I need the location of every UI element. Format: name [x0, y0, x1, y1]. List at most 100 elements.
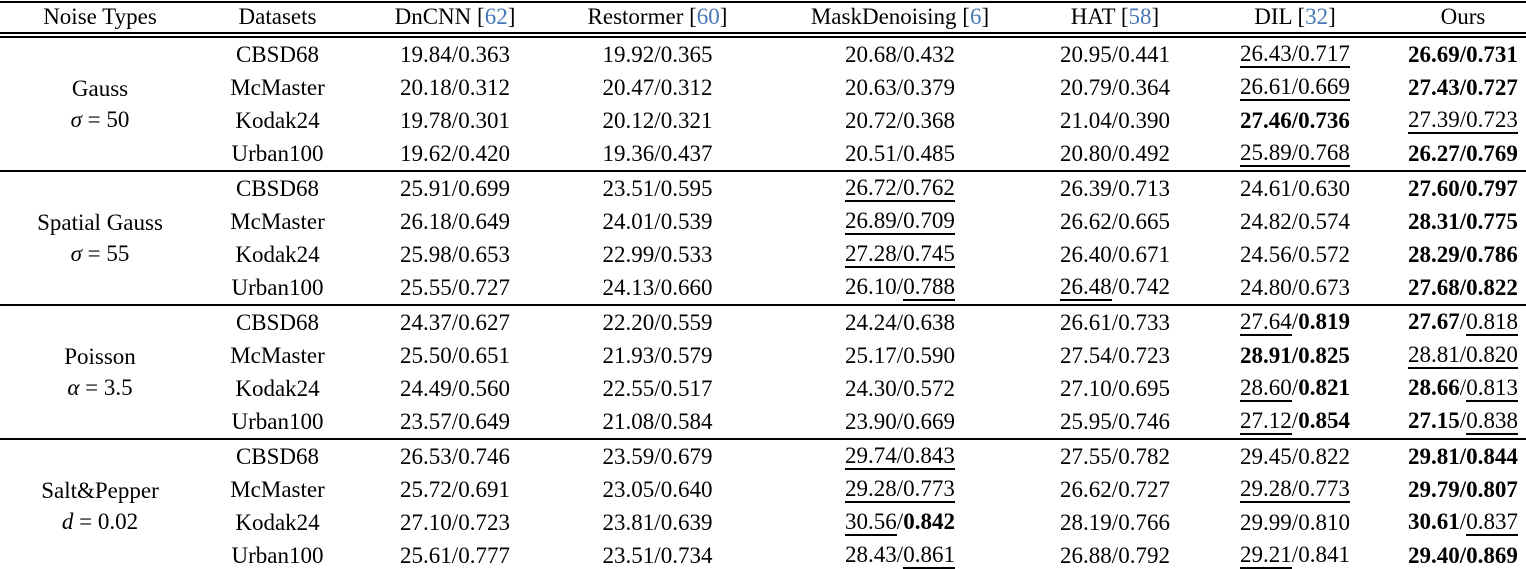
- metric-cell: 26.62/0.727: [1060, 476, 1170, 502]
- metric-cell: 27.10/0.695: [1060, 375, 1170, 401]
- metric-value-best: 28.91/0.825: [1240, 342, 1350, 368]
- dataset-cell: Kodak24: [235, 241, 320, 267]
- metric-value-best: 27.68/0.822: [1408, 274, 1518, 300]
- metric-cell: 27.55/0.782: [1060, 443, 1170, 469]
- metric-cell: 26.89/0.709: [760, 205, 1040, 238]
- metric-value-second-best: 27.64: [1240, 309, 1292, 337]
- table-header: Noise Types Datasets DnCNN [62] Restormer […: [0, 2, 1526, 38]
- citation-link[interactable]: 62: [484, 4, 508, 29]
- metric-value-second-best: 0.861: [903, 542, 955, 569]
- table-row: Salt&Pepper d = 0.02 CBSD68 26.53/0.746 23.5…: [0, 439, 1526, 534]
- metric-value-best: 26.69/0.731: [1408, 41, 1518, 67]
- citation-link[interactable]: 60: [696, 4, 720, 29]
- column-header-maskdenoising: MaskDenoising [6]: [760, 2, 1040, 38]
- citation-link[interactable]: 32: [1305, 4, 1329, 29]
- metric-cell: 28.43/0.861: [760, 539, 1040, 569]
- metric-value-second-best: 28.81/0.820: [1408, 342, 1518, 370]
- dataset-cell: Kodak24: [235, 107, 320, 133]
- dataset-cell: Urban100: [231, 408, 324, 434]
- metric-cell: 27.46/0.736: [1190, 104, 1400, 137]
- metric-cell: 27.43/0.727: [1400, 71, 1526, 104]
- column-header-datasets: Datasets: [200, 2, 355, 38]
- metric-cell: 25.95/0.746: [1060, 408, 1170, 434]
- metric-value-second-best: 26.89/0.709: [845, 208, 955, 236]
- metric-cell: 26.40/0.671: [1060, 241, 1170, 267]
- metric-cell: 23.05/0.640: [602, 476, 713, 502]
- noise-type-cell: Gauss σ = 50: [0, 35, 200, 171]
- math-variable: σ: [70, 107, 82, 132]
- table-row: Kodak24 25.98/0.653 22.99/0.533 27.28/0.745…: [0, 238, 1526, 271]
- metric-value-second-best: 27.28/0.745: [845, 241, 955, 269]
- metric-cell: 26.61/0.733: [1060, 309, 1170, 335]
- metric-cell: 20.95/0.441: [1060, 41, 1170, 67]
- metric-cell: 28.19/0.766: [1060, 509, 1170, 535]
- metric-cell: 22.99/0.533: [602, 241, 713, 267]
- table-row: McMaster 20.18/0.312 20.47/0.312 20.63/0.37…: [0, 71, 1526, 104]
- metric-value-best: 27.46/0.736: [1240, 107, 1350, 133]
- dataset-cell: McMaster: [230, 208, 325, 234]
- metric-value-second-best: 0.837: [1466, 509, 1518, 537]
- metric-cell: 19.36/0.437: [602, 140, 713, 166]
- metric-value-best: 0.819: [1298, 308, 1350, 334]
- noise-type-cell: Poisson α = 3.5: [0, 305, 200, 439]
- column-header-restormer: Restormer [60]: [555, 2, 760, 38]
- metric-cell: 25.61/0.777: [400, 542, 510, 568]
- dataset-cell: CBSD68: [235, 41, 320, 67]
- metric-cell: 25.55/0.727: [400, 274, 510, 300]
- metric-cell: 24.49/0.560: [400, 375, 510, 401]
- noise-type-name: Gauss: [71, 76, 129, 101]
- metric-cell: 29.28/0.773: [1190, 473, 1400, 506]
- metric-cell: 27.12/0.854: [1190, 405, 1400, 439]
- dataset-cell: CBSD68: [235, 175, 320, 201]
- metric-cell: 26.69/0.731: [1400, 35, 1526, 71]
- metric-cell: 26.43/0.717: [1190, 35, 1400, 71]
- metric-cell: 27.60/0.797: [1400, 171, 1526, 205]
- metric-value-second-best: 26.43/0.717: [1240, 41, 1350, 69]
- metric-cell: 20.72/0.368: [845, 107, 955, 133]
- table-row: Urban100 23.57/0.649 21.08/0.584 23.90/0.66…: [0, 405, 1526, 439]
- metric-cell: 25.50/0.651: [400, 342, 510, 368]
- metric-value-best: 27.60/0.797: [1408, 175, 1518, 201]
- noise-type-parameter: d = 0.02: [61, 509, 139, 534]
- metric-value-second-best: 30.56: [845, 509, 897, 537]
- metric-cell: 29.45/0.822: [1240, 443, 1350, 469]
- metric-cell: 20.51/0.485: [845, 140, 955, 166]
- metric-cell: 20.79/0.364: [1060, 74, 1170, 100]
- dataset-cell: Kodak24: [235, 375, 320, 401]
- dataset-cell: CBSD68: [235, 443, 320, 469]
- dataset-cell: McMaster: [230, 74, 325, 100]
- metric-cell: 24.56/0.572: [1240, 241, 1350, 267]
- metric-value-second-best: 0.818: [1466, 309, 1518, 337]
- dataset-cell: Urban100: [231, 542, 324, 568]
- metric-cell: 25.17/0.590: [845, 342, 955, 368]
- citation-link[interactable]: 6: [969, 4, 982, 29]
- metric-cell: 24.13/0.660: [602, 274, 713, 300]
- table-row: McMaster 25.50/0.651 21.93/0.579 25.17/0.59…: [0, 339, 1526, 372]
- metric-cell: 21.04/0.390: [1060, 107, 1170, 133]
- table-row: Spatial Gauss σ = 55 CBSD68 25.91/0.699 23.5…: [0, 171, 1526, 266]
- metric-value-second-best: 27.12: [1240, 408, 1292, 436]
- metric-value-second-best: 29.28/0.773: [845, 476, 955, 504]
- metric-value-best: 28.31/0.775: [1408, 208, 1518, 234]
- dataset-cell: Kodak24: [235, 509, 320, 535]
- metric-cell: 29.79/0.807: [1400, 473, 1526, 506]
- metric-cell: 19.78/0.301: [400, 107, 510, 133]
- metric-cell: 27.67/0.818: [1400, 305, 1526, 339]
- metric-cell: 24.01/0.539: [602, 208, 713, 234]
- math-variable: d: [61, 509, 74, 534]
- dataset-cell: Urban100: [231, 274, 324, 300]
- metric-value-best: 28.29/0.786: [1408, 241, 1518, 267]
- table-row: Urban100 25.61/0.777 23.51/0.734 28.43/0.86…: [0, 539, 1526, 569]
- metric-cell: 25.72/0.691: [400, 476, 510, 502]
- metric-value-second-best: 0.813: [1466, 375, 1518, 403]
- metric-cell: 22.20/0.559: [602, 309, 713, 335]
- metric-cell: 25.91/0.699: [400, 175, 510, 201]
- metric-cell: 26.48/0.742: [1040, 271, 1190, 305]
- metric-cell: 20.80/0.492: [1060, 140, 1170, 166]
- metric-cell: 20.63/0.379: [845, 74, 955, 100]
- citation-link[interactable]: 58: [1128, 4, 1152, 29]
- metric-cell: 26.27/0.769: [1400, 137, 1526, 171]
- metric-cell: 25.98/0.653: [400, 241, 510, 267]
- math-variable: α: [67, 375, 80, 400]
